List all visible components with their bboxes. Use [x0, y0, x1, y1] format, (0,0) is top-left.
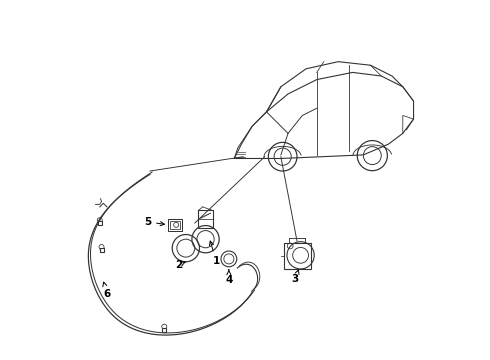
Bar	[198, 211, 213, 228]
Text: 1: 1	[209, 241, 220, 266]
Text: 4: 4	[225, 270, 233, 285]
Text: 3: 3	[292, 270, 299, 284]
Bar	[284, 243, 311, 269]
Bar	[171, 221, 180, 229]
Text: 6: 6	[103, 282, 111, 298]
Bar	[168, 219, 182, 230]
Text: 2: 2	[175, 260, 185, 270]
Text: 5: 5	[144, 217, 165, 227]
